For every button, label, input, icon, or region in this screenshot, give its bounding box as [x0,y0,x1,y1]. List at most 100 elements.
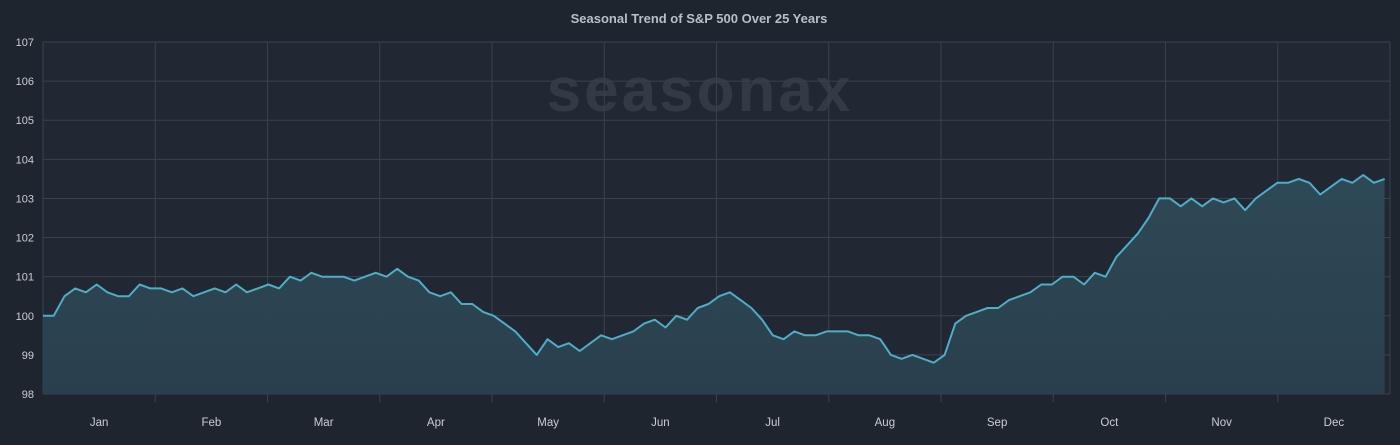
x-tick-label: Jun [651,417,670,429]
data-point [976,311,978,313]
data-point [1266,190,1268,192]
data-point [1330,186,1332,188]
x-tick-label: Mar [314,417,334,429]
data-point [1384,178,1386,180]
data-point [428,291,430,293]
data-point [987,307,989,309]
x-tick-label: Jan [90,417,109,429]
data-point [514,330,516,332]
data-point [171,291,173,293]
data-point [686,319,688,321]
data-point [1040,284,1042,286]
data-point [589,342,591,344]
x-tick-label: Dec [1324,417,1345,429]
data-point [53,315,55,317]
data-point [493,315,495,317]
data-point [740,299,742,301]
data-point [1158,197,1160,199]
x-tick-label: Aug [875,417,895,429]
data-point [471,303,473,305]
data-point [128,295,130,297]
y-tick-label: 98 [22,389,34,401]
data-point [1051,284,1053,286]
data-point [1287,182,1289,184]
data-point [718,295,720,297]
data-point [364,276,366,278]
data-point [1072,276,1074,278]
data-point [1319,194,1321,196]
data-point [761,319,763,321]
data-point [1083,284,1085,286]
data-point [267,284,269,286]
data-point [504,323,506,325]
y-tick-label: 105 [16,115,34,127]
data-point [85,291,87,293]
data-point [622,334,624,336]
data-point [289,276,291,278]
data-point [160,287,162,289]
data-point [96,284,98,286]
data-point [1341,178,1343,180]
data-point [557,346,559,348]
y-tick-label: 102 [16,233,34,245]
data-point [826,330,828,332]
data-point [450,291,452,293]
data-point [643,323,645,325]
data-point [106,291,108,293]
data-point [482,311,484,313]
data-point [214,287,216,289]
data-point [611,338,613,340]
area-fill [43,175,1385,394]
data-point [815,334,817,336]
data-point [1373,182,1375,184]
data-point [1244,209,1246,211]
x-tick-label: Sep [987,417,1007,429]
data-point [547,338,549,340]
y-tick-label: 103 [16,193,34,205]
data-point [911,354,913,356]
data-point [944,354,946,356]
data-point [1190,197,1192,199]
data-point [235,284,237,286]
data-point [257,287,259,289]
data-point [461,303,463,305]
data-point [375,272,377,274]
data-point [343,276,345,278]
data-point [192,295,194,297]
data-point [74,287,76,289]
data-point [1137,233,1139,235]
data-point [1148,217,1150,219]
data-point [890,354,892,356]
data-point [1309,182,1311,184]
data-point [933,362,935,364]
data-point [1362,174,1364,176]
data-point [665,327,667,329]
data-point [1062,276,1064,278]
data-point [879,338,881,340]
data-point [922,358,924,360]
data-point [836,330,838,332]
data-point [278,287,280,289]
series-line [43,174,1385,364]
data-point [772,334,774,336]
data-point [1094,272,1096,274]
y-tick-label: 106 [16,76,34,88]
y-tick-label: 100 [16,311,34,323]
data-point [1115,256,1117,258]
data-point [1276,182,1278,184]
data-point [804,334,806,336]
data-point [64,295,66,297]
y-axis: 98 99 100 101 102 103 104 105 106 107 [16,37,34,401]
data-point [1212,197,1214,199]
data-point [1351,182,1353,184]
data-point [750,307,752,309]
data-point [536,354,538,356]
data-point [1029,291,1031,293]
data-point [997,307,999,309]
data-point [117,295,119,297]
area-layer [43,174,1385,394]
data-point [1201,205,1203,207]
data-point [353,280,355,282]
